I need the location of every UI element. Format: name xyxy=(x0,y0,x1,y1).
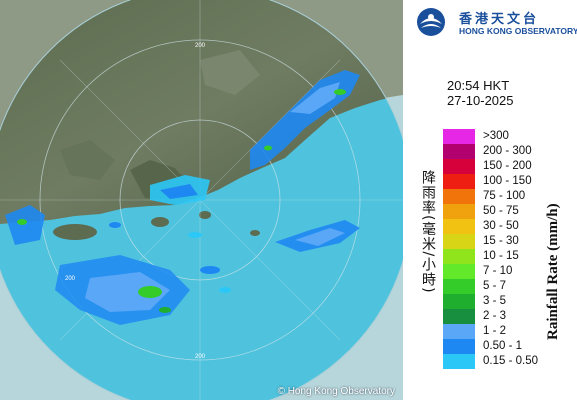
legend-swatch xyxy=(443,309,475,324)
observation-time: 20:54 HKT xyxy=(447,78,510,93)
legend-row: 0.50 - 1 xyxy=(443,339,563,354)
org-name-english: HONG KONG OBSERVATORY xyxy=(459,26,577,36)
legend-label: 0.50 - 1 xyxy=(483,340,522,352)
legend-row: 15 - 30 xyxy=(443,234,563,249)
legend-label: 100 - 150 xyxy=(483,175,532,187)
legend-label: 75 - 100 xyxy=(483,190,526,202)
legend-swatch xyxy=(443,219,475,234)
legend-row: 30 - 50 xyxy=(443,219,563,234)
range-label: 200 xyxy=(65,276,76,282)
legend-row: 10 - 15 xyxy=(443,249,563,264)
legend-swatch xyxy=(443,204,475,219)
legend-label: 15 - 30 xyxy=(483,235,519,247)
radar-map-image: 200 200 200 xyxy=(0,0,403,400)
legend-label: 150 - 200 xyxy=(483,160,532,172)
legend-swatch xyxy=(443,324,475,339)
legend-row: 150 - 200 xyxy=(443,159,563,174)
legend-label: 30 - 50 xyxy=(483,220,519,232)
legend-title-chinese: 降雨率(毫米/小時) xyxy=(420,170,436,294)
legend-label: 10 - 15 xyxy=(483,250,519,262)
legend-swatch xyxy=(443,279,475,294)
legend-label: 1 - 2 xyxy=(483,325,507,337)
island xyxy=(53,224,97,240)
legend-label: >300 xyxy=(483,130,509,142)
range-label: 200 xyxy=(195,43,206,49)
rain-echoes xyxy=(5,70,360,325)
range-label: 200 xyxy=(195,354,206,360)
copyright-text: © Hong Kong Observatory xyxy=(277,386,395,397)
legend-row: 7 - 10 xyxy=(443,264,563,279)
legend-panel: 香港天文台 HONG KONG OBSERVATORY 20:54 HKT 27… xyxy=(403,0,577,400)
legend-row: 200 - 300 xyxy=(443,144,563,159)
legend-swatch xyxy=(443,129,475,144)
legend-swatch xyxy=(443,294,475,309)
radar-coverage xyxy=(0,0,403,400)
legend-swatch xyxy=(443,339,475,354)
legend-label: 0.15 - 0.50 xyxy=(483,355,538,367)
legend-row: 5 - 7 xyxy=(443,279,563,294)
legend-label: 2 - 3 xyxy=(483,310,507,322)
legend-swatch xyxy=(443,234,475,249)
radar-map: 200 200 200 © Hong Kong Observatory xyxy=(0,0,403,400)
legend-row: 50 - 75 xyxy=(443,204,563,219)
legend-label: 7 - 10 xyxy=(483,265,513,277)
legend-title-english: Rainfall Rate (mm/h) xyxy=(545,203,561,340)
legend-row: 75 - 100 xyxy=(443,189,563,204)
legend-row: 2 - 3 xyxy=(443,309,563,324)
legend-label: 5 - 7 xyxy=(483,280,507,292)
legend-label: 200 - 300 xyxy=(483,145,532,157)
legend-label: 3 - 5 xyxy=(483,295,507,307)
observation-date: 27-10-2025 xyxy=(447,93,514,108)
legend-swatch xyxy=(443,144,475,159)
legend-swatch xyxy=(443,159,475,174)
hko-logo-icon xyxy=(417,8,445,36)
legend-swatch xyxy=(443,249,475,264)
legend-label: 50 - 75 xyxy=(483,205,519,217)
legend-row: 100 - 150 xyxy=(443,174,563,189)
legend-swatch xyxy=(443,189,475,204)
legend-row: 0.15 - 0.50 xyxy=(443,354,563,369)
legend-row: >300 xyxy=(443,129,563,144)
hko-logo: 香港天文台 HONG KONG OBSERVATORY xyxy=(415,6,577,40)
org-name-chinese: 香港天文台 xyxy=(459,12,540,27)
legend-swatch xyxy=(443,264,475,279)
legend-swatch xyxy=(443,354,475,369)
rainfall-legend: >300 200 - 300 150 - 200 100 - 150 75 - 100 5… xyxy=(443,129,563,369)
legend-row: 3 - 5 xyxy=(443,294,563,309)
legend-row: 1 - 2 xyxy=(443,324,563,339)
legend-swatch xyxy=(443,174,475,189)
